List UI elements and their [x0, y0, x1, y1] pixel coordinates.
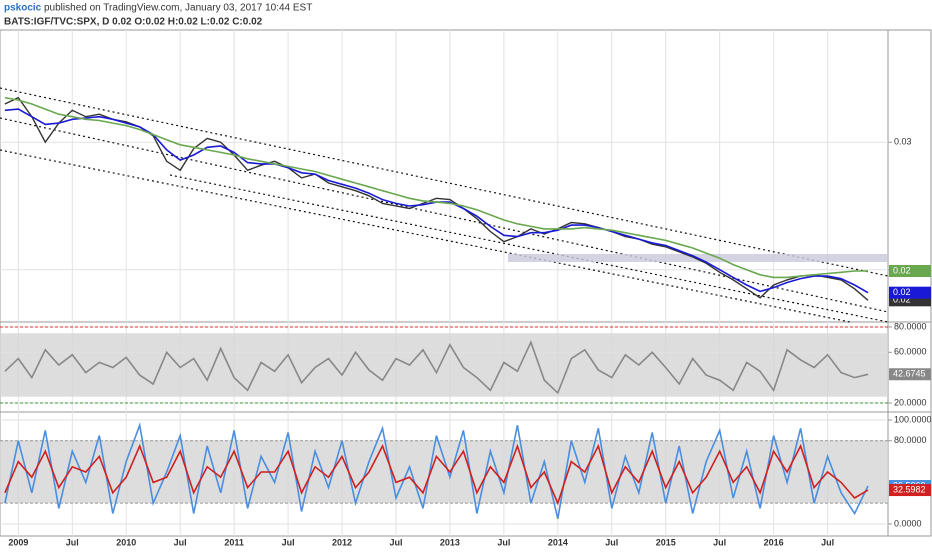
- y-tick-label: 60.0000: [894, 347, 927, 357]
- x-tick-label: 2014: [548, 537, 568, 547]
- x-tick-label: Jul: [389, 537, 402, 547]
- price-tag: [889, 286, 931, 299]
- trend-line: [0, 117, 889, 313]
- price-tag-label: 0.02: [893, 295, 911, 305]
- band: [0, 333, 888, 397]
- band: [0, 440, 888, 504]
- trend-line: [0, 87, 889, 277]
- price-tag-label: 42.6745: [893, 369, 926, 379]
- series-line: [4, 340, 869, 395]
- x-tick-label: 2016: [764, 537, 784, 547]
- author[interactable]: pskocic: [4, 3, 42, 14]
- x-tick-label: 2015: [656, 537, 676, 547]
- x-tick-label: 2013: [440, 537, 460, 547]
- layers: 2009 Jul 2010 Jul 2011 Jul 2012 Jul 2013 Jul 2014 J…: [0, 29, 932, 547]
- x-tick-label: Jul: [605, 537, 618, 547]
- price-tag: [889, 368, 931, 381]
- x-tick-label: 2012: [332, 537, 352, 547]
- x-tick-label: 2010: [116, 537, 136, 547]
- x-tick-label: 2011: [224, 537, 244, 547]
- x-tick-label: Jul: [174, 537, 187, 547]
- x-tick-label: Jul: [821, 537, 834, 547]
- x-tick-label: Jul: [282, 537, 295, 547]
- price-tag-label: 32.5982: [893, 484, 926, 494]
- y-tick-label: 80.0000: [894, 435, 927, 445]
- y-tick-label: 20.0000: [894, 397, 927, 407]
- published: published on TradingView.com, January 03…: [44, 3, 312, 14]
- price-tag: [889, 264, 931, 277]
- price-tag-label: 0.02: [893, 265, 911, 275]
- y-tick-label: 0.03: [894, 137, 912, 147]
- pane-frame: [0, 411, 932, 537]
- price-tag: [889, 484, 931, 497]
- series-line: [4, 96, 868, 279]
- series-line: [4, 422, 869, 519]
- series-line: [4, 443, 869, 506]
- x-tick-label: Jul: [713, 537, 726, 547]
- y-tick-label: 0.0000: [894, 518, 922, 528]
- x-tick-label: Jul: [497, 537, 510, 547]
- x-tick-label: Jul: [66, 537, 79, 547]
- price-tag-label: 0.02: [893, 287, 911, 297]
- trend-line: [169, 174, 889, 323]
- symbol-info: BATS:IGF/TVC:SPX, D 0.02 O:0.02 H:0.02 L…: [4, 17, 263, 28]
- x-tick-label: 2009: [8, 537, 28, 547]
- y-tick-label: 80.0000: [894, 321, 927, 331]
- y-tick-label: 100.0000: [894, 414, 932, 424]
